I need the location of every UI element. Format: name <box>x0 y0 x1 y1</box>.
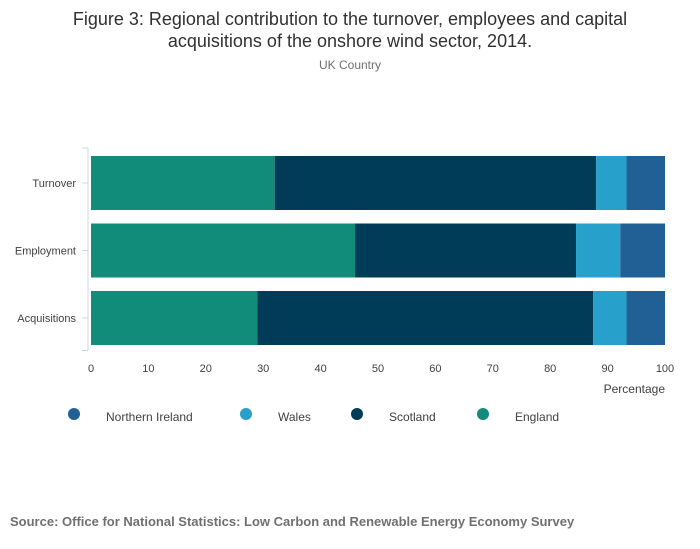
chart-title: Figure 3: Regional contribution to the t… <box>0 8 700 52</box>
y-axis: Turnover Employment Acquisitions <box>15 147 89 351</box>
y-tick-label-turnover: Turnover <box>32 178 76 190</box>
bar-employment-wales <box>576 223 621 278</box>
x-axis: 0 10 20 30 40 50 60 70 80 90 100 Percentage <box>88 363 674 396</box>
legend-label-northern-ireland[interactable]: Northern Ireland <box>106 410 193 424</box>
bar-turnover-england <box>91 156 275 210</box>
bar-employment-northern-ireland <box>620 223 665 278</box>
x-tick-label-40: 40 <box>314 363 326 375</box>
bar-acquisitions-england <box>91 291 258 345</box>
legend-label-scotland[interactable]: Scotland <box>389 410 436 424</box>
x-tick-label-100: 100 <box>656 363 674 375</box>
bar-turnover-wales <box>596 156 627 210</box>
bar-turnover-scotland <box>274 156 597 210</box>
legend-marker-scotland[interactable] <box>351 408 363 420</box>
legend-marker-northern-ireland[interactable] <box>68 408 80 420</box>
source-note: Source: Office for National Statistics: … <box>10 514 575 529</box>
chart-title-line-1: Figure 3: Regional contribution to the t… <box>72 9 628 29</box>
bar-acquisitions-northern-ireland <box>626 291 665 345</box>
x-tick-label-10: 10 <box>142 363 154 375</box>
bar-turnover-northern-ireland <box>626 156 665 210</box>
bar-employment-england <box>91 223 356 278</box>
legend: Northern Ireland Wales Scotland England <box>68 408 559 424</box>
x-tick-label-50: 50 <box>372 363 384 375</box>
x-tick-label-30: 30 <box>257 363 269 375</box>
x-tick-label-90: 90 <box>601 363 613 375</box>
bar-acquisitions-scotland <box>257 291 594 345</box>
x-tick-label-20: 20 <box>200 363 212 375</box>
legend-marker-england[interactable] <box>477 408 489 420</box>
legend-label-england[interactable]: England <box>515 410 559 424</box>
chart-title-line-2: acquisitions of the onshore wind sector,… <box>167 31 533 51</box>
bars-group <box>91 156 665 345</box>
chart-subtitle: UK Country <box>318 58 382 72</box>
x-tick-label-70: 70 <box>487 363 499 375</box>
y-tick-label-acquisitions: Acquisitions <box>17 313 76 325</box>
bar-employment-scotland <box>355 223 577 278</box>
x-tick-label-80: 80 <box>544 363 556 375</box>
x-tick-label-0: 0 <box>88 363 94 375</box>
bar-acquisitions-wales <box>593 291 627 345</box>
legend-label-wales[interactable]: Wales <box>278 410 311 424</box>
y-tick-label-employment: Employment <box>15 246 76 258</box>
x-axis-title: Percentage <box>604 382 666 396</box>
x-tick-label-60: 60 <box>429 363 441 375</box>
legend-marker-wales[interactable] <box>240 408 252 420</box>
